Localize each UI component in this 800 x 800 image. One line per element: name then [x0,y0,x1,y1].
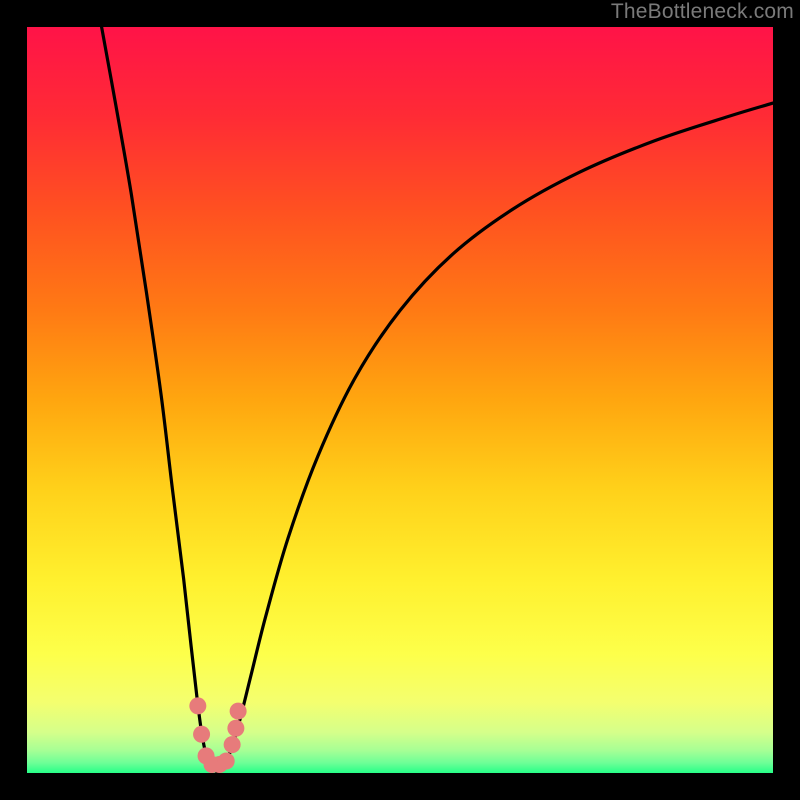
highlight-marker [230,703,247,720]
highlight-marker [224,736,241,753]
highlight-marker [193,726,210,743]
plot-svg [27,27,773,773]
highlight-marker [189,697,206,714]
highlight-marker [227,720,244,737]
watermark-text: TheBottleneck.com [611,0,794,24]
highlight-marker [218,753,235,770]
chart-frame: TheBottleneck.com [0,0,800,800]
plot-area [27,27,773,773]
